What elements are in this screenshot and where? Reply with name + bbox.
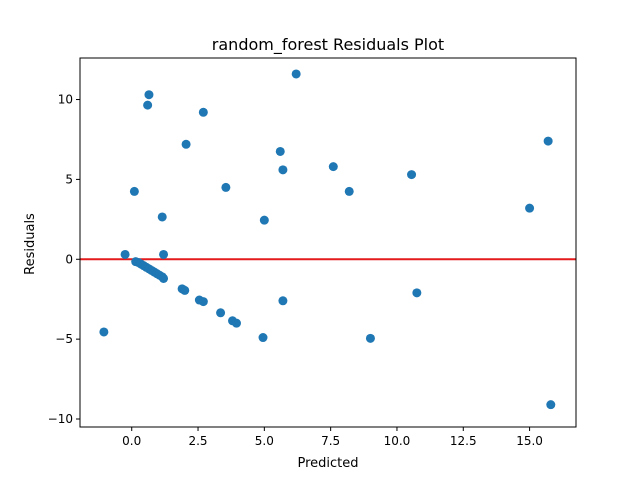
x-tick-label: 15.0: [516, 434, 543, 448]
y-axis-label: Residuals: [23, 213, 38, 275]
y-tick-label: 5: [65, 172, 73, 186]
axes-frame: [79, 57, 577, 428]
data-point: [144, 90, 154, 100]
data-point: [258, 333, 268, 343]
data-point: [198, 297, 208, 307]
data-point: [157, 212, 167, 222]
y-tick-label: 10: [58, 93, 73, 107]
data-point: [180, 285, 190, 295]
data-point: [278, 165, 288, 175]
data-point: [259, 215, 269, 225]
data-point: [412, 288, 422, 298]
data-point: [291, 69, 301, 79]
data-point: [231, 318, 241, 328]
data-point: [344, 186, 354, 196]
x-tick-label: 2.5: [188, 434, 207, 448]
data-point: [221, 182, 231, 192]
data-point: [328, 162, 338, 172]
data-point: [365, 333, 375, 343]
x-tick-label: 0.0: [122, 434, 141, 448]
data-point: [278, 296, 288, 306]
data-point: [198, 107, 208, 117]
data-point: [159, 273, 169, 283]
plot-area: 0.0 2.5 5.0 7.5 10.0 12.5 15.0 −10 −5 0 5 10: [48, 57, 577, 448]
chart-title: random_forest Residuals Plot: [212, 35, 444, 55]
data-point: [275, 146, 285, 156]
y-tick-label: −5: [55, 332, 73, 346]
data-point: [216, 308, 226, 318]
x-tick-label: 7.5: [321, 434, 340, 448]
data-point: [407, 170, 417, 180]
data-point: [99, 327, 109, 337]
y-tick-label: −10: [48, 412, 73, 426]
data-point: [159, 249, 169, 259]
x-tick-label: 5.0: [255, 434, 274, 448]
data-point: [120, 249, 130, 259]
data-point: [181, 139, 191, 149]
x-tick-label: 12.5: [450, 434, 477, 448]
x-tick-label: 10.0: [384, 434, 411, 448]
y-tick-label: 0: [65, 252, 73, 266]
data-point: [543, 136, 553, 146]
data-point: [546, 400, 556, 410]
data-point: [129, 186, 139, 196]
data-point: [525, 203, 535, 213]
x-axis-label: Predicted: [297, 456, 358, 471]
data-point: [143, 100, 153, 110]
